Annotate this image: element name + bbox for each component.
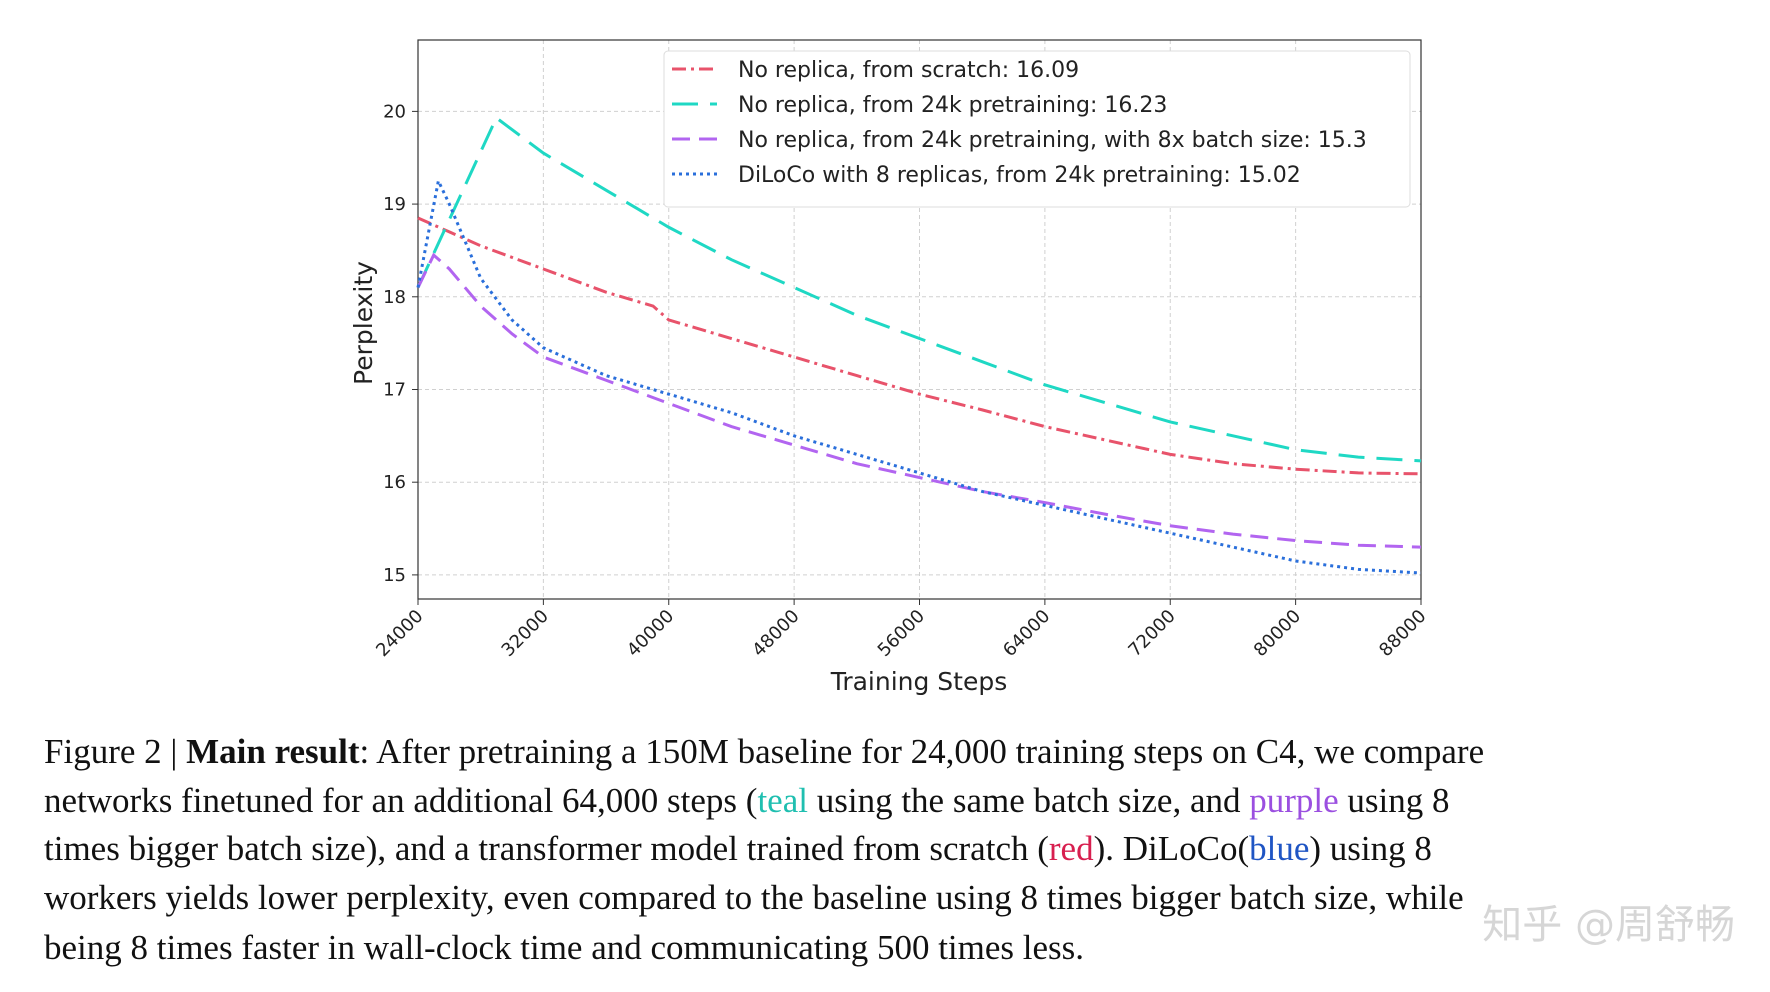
legend-label: No replica, from scratch: 16.09 [738, 58, 1079, 83]
caption-line: networks finetuned for an additional 64,… [44, 781, 1450, 820]
y-tick-label: 16 [383, 472, 406, 493]
caption-text: ) using 8 [1309, 829, 1432, 868]
caption-line: being 8 times faster in wall-clock time … [44, 928, 1084, 967]
y-tick-label: 18 [383, 287, 406, 308]
x-tick-label: 32000 [498, 606, 553, 661]
plot-frame [417, 39, 1422, 600]
x-tick-label: 64000 [999, 606, 1054, 661]
caption-line: Figure 2 | Main result: After pretrainin… [44, 732, 1484, 771]
caption-text: ). DiLoCo( [1094, 829, 1250, 868]
caption-line: workers yields lower perplexity, even co… [44, 878, 1464, 917]
series-line [416, 252, 1422, 549]
series-line [416, 176, 1422, 575]
legend-box [663, 50, 1411, 208]
x-tick-label: 72000 [1124, 606, 1179, 661]
legend-label: No replica, from 24k pretraining, with 8… [738, 128, 1367, 153]
legend-label: DiLoCo with 8 replicas, from 24k pretrai… [738, 163, 1301, 188]
caption-text: networks finetuned for an additional 64,… [44, 781, 757, 820]
caption-line: times bigger batch size), and a transfor… [44, 829, 1432, 868]
y-tick-label: 15 [383, 565, 406, 586]
caption-text: using the same batch size, and [808, 781, 1249, 820]
watermark: 知乎 @周舒畅 [1482, 902, 1735, 948]
caption-text: workers yields lower perplexity, even co… [44, 878, 1464, 917]
x-tick-label: 48000 [748, 606, 803, 661]
y-axis-label: Perplexity [349, 261, 378, 385]
caption-text: Main result [186, 732, 360, 771]
caption-text: purple [1249, 781, 1338, 820]
caption-text: Figure 2 | [44, 732, 186, 771]
caption-text: : After pretraining a 150M baseline for … [360, 732, 1485, 771]
caption-text: blue [1249, 829, 1309, 868]
caption-text: using 8 [1339, 781, 1450, 820]
y-tick-label: 17 [383, 379, 406, 400]
series-line [417, 216, 1422, 476]
series-line [416, 115, 1422, 463]
x-tick-label: 56000 [874, 606, 929, 661]
caption-text: teal [757, 781, 808, 820]
x-tick-label: 80000 [1250, 606, 1305, 661]
caption-text: times bigger batch size), and a transfor… [44, 829, 1049, 868]
y-tick-label: 19 [383, 194, 406, 215]
caption-text: red [1049, 829, 1094, 868]
x-tick-label: 40000 [623, 606, 678, 661]
caption-text: being 8 times faster in wall-clock time … [44, 928, 1084, 967]
x-axis-label: Training Steps [830, 667, 1008, 696]
x-tick-label: 24000 [372, 606, 427, 661]
y-tick-label: 20 [383, 101, 406, 122]
x-tick-label: 88000 [1375, 606, 1430, 661]
legend-label: No replica, from 24k pretraining: 16.23 [738, 93, 1167, 118]
